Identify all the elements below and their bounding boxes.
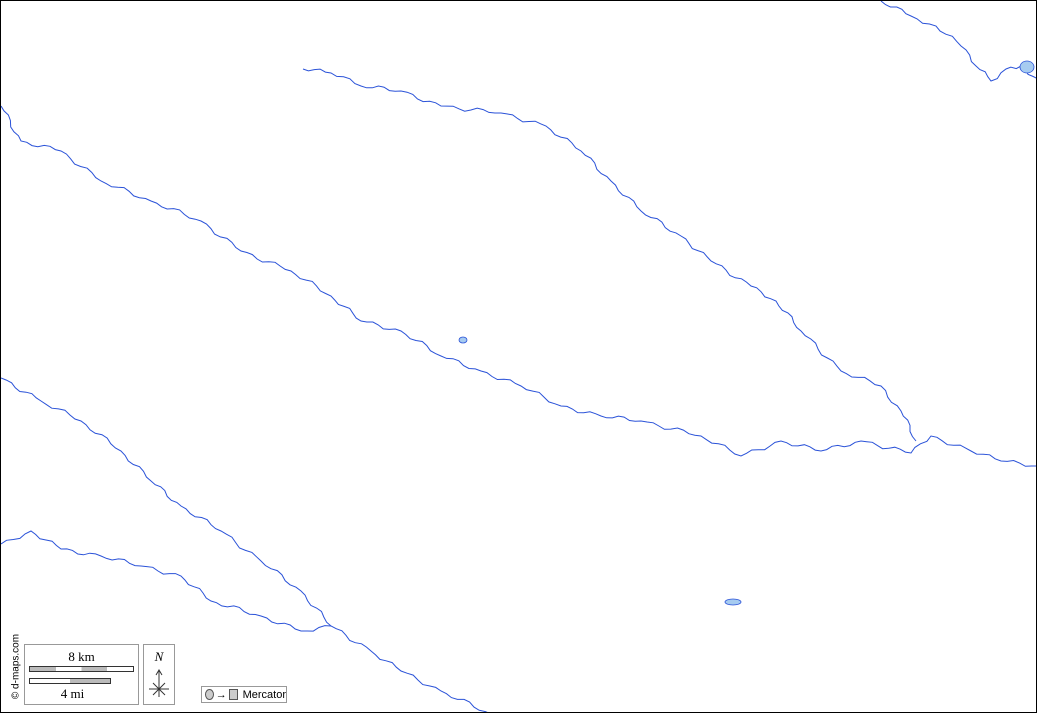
circle-icon xyxy=(205,689,214,700)
river-line xyxy=(1,530,332,632)
river-line xyxy=(880,1,1036,82)
projection-label: → Mercator xyxy=(201,686,287,703)
scale-mi-bar xyxy=(29,678,111,684)
north-label: N xyxy=(154,649,164,664)
scale-mi-label: 4 mi xyxy=(60,686,85,701)
north-arrow: N xyxy=(143,644,175,705)
scale-km-label: 8 km xyxy=(68,649,95,664)
arrow-icon: → xyxy=(215,688,227,701)
scale-bar: 8 km 4 mi xyxy=(24,644,139,705)
river-line xyxy=(1,377,488,712)
river-line xyxy=(1,105,1036,467)
lake xyxy=(724,598,742,606)
projection-name: Mercator xyxy=(242,688,286,701)
copyright-text: © d-maps.com xyxy=(10,633,22,700)
lake xyxy=(1019,60,1035,74)
scale-km-bar xyxy=(29,666,134,672)
river-line xyxy=(302,68,917,442)
compass-icon xyxy=(149,669,169,697)
square-icon xyxy=(228,689,238,700)
lake xyxy=(458,336,468,344)
